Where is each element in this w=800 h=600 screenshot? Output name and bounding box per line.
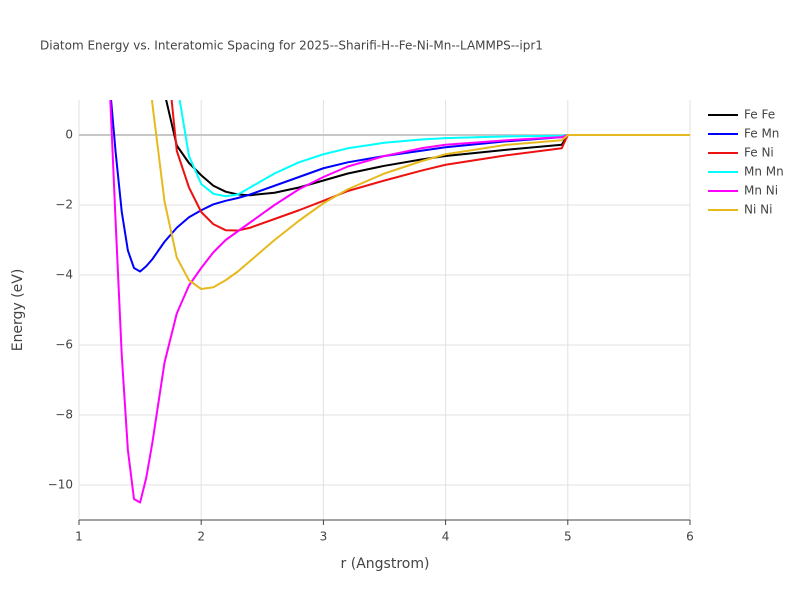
plot-area [109, 100, 690, 504]
series-line [170, 100, 690, 232]
x-tick-label: 4 [442, 530, 450, 544]
series-line [109, 100, 690, 504]
y-tick-label: −2 [55, 198, 73, 212]
legend-label: Mn Mn [744, 165, 784, 179]
x-tick-label: 5 [564, 530, 572, 544]
x-tick-label: 3 [320, 530, 328, 544]
x-tick-label: 6 [686, 530, 694, 544]
y-tick-label: −4 [55, 268, 73, 282]
series-line [151, 100, 690, 290]
y-tick-label: −8 [55, 408, 73, 422]
legend-label: Ni Ni [744, 203, 772, 217]
y-tick-label: 0 [65, 128, 73, 142]
x-tick-label: 1 [75, 530, 83, 544]
y-axis-title: Energy (eV) [10, 269, 26, 352]
chart-title: Diatom Energy vs. Interatomic Spacing fo… [40, 39, 543, 53]
y-tick-label: −6 [55, 338, 73, 352]
series-line [110, 100, 690, 273]
y-tick-label: −10 [48, 478, 73, 492]
x-tick-label: 2 [197, 530, 205, 544]
legend-label: Fe Ni [744, 146, 774, 160]
series-line [178, 100, 690, 198]
legend-label: Fe Mn [744, 127, 779, 141]
legend-label: Mn Ni [744, 184, 778, 198]
legend-label: Fe Fe [744, 108, 775, 122]
x-axis-title: r (Angstrom) [341, 556, 430, 572]
